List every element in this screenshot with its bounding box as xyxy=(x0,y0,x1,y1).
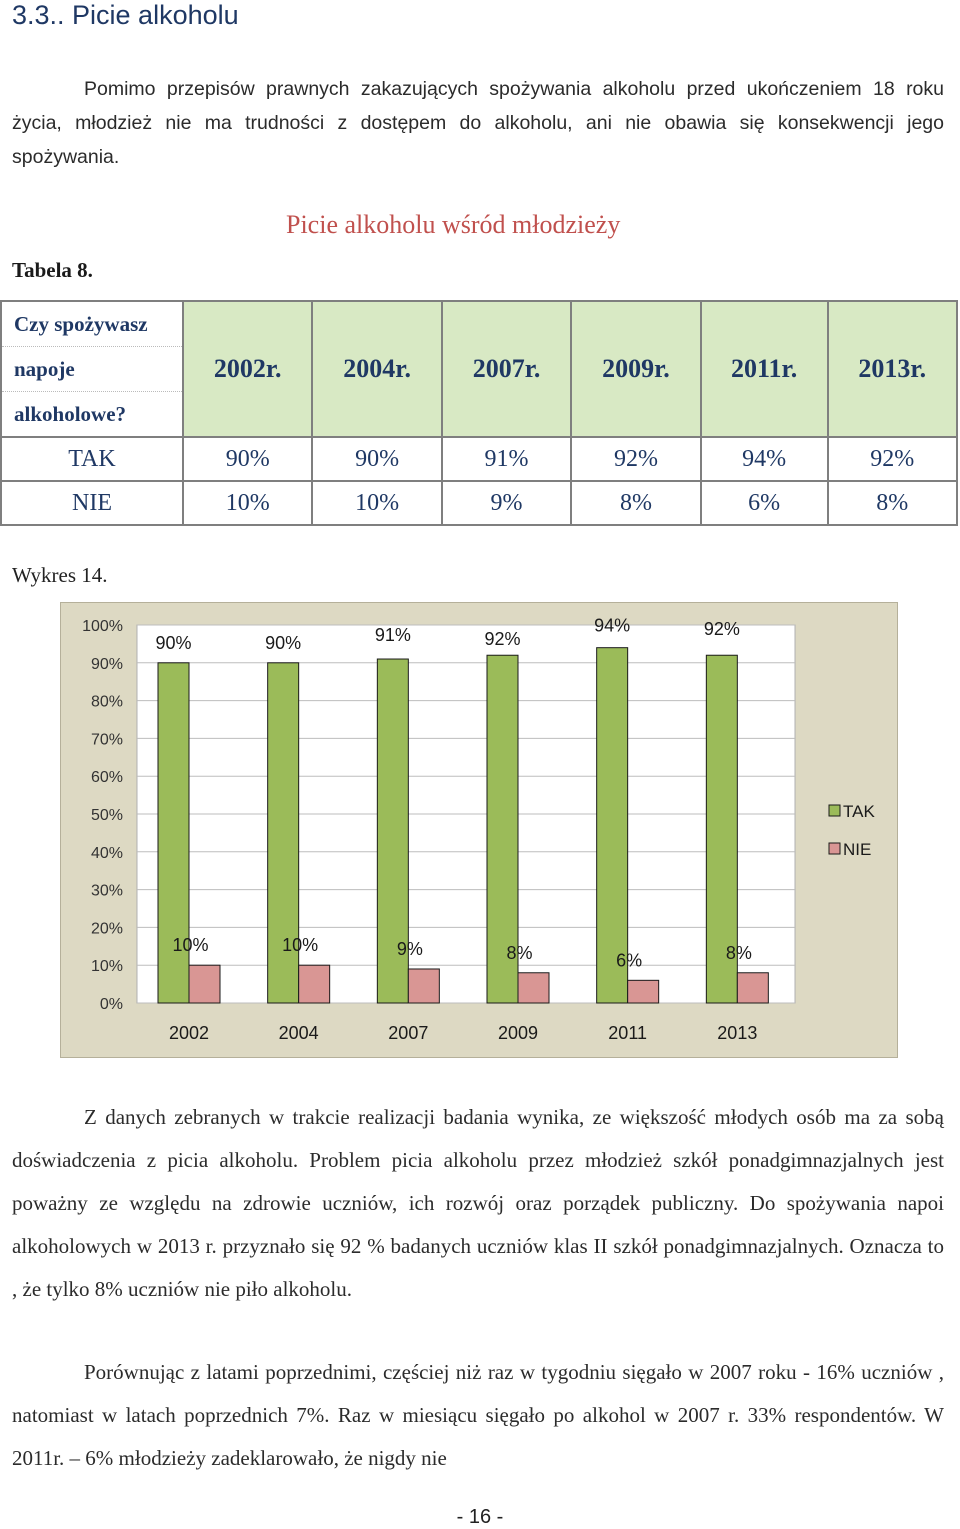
legend-swatch xyxy=(828,804,841,817)
table-cell: 90% xyxy=(181,436,314,482)
y-tick-label: 0% xyxy=(100,996,123,1013)
bar-nie xyxy=(188,964,221,1004)
table-row-tak: TAK 90% 90% 91% 92% 94% 92% xyxy=(0,436,959,482)
table-cell: 92% xyxy=(570,436,702,482)
table-cell: 9% xyxy=(440,480,573,526)
bar-nie xyxy=(517,972,550,1004)
paragraph-text: Porównując z latami poprzednimi, częście… xyxy=(12,1360,944,1470)
table-cell: 90% xyxy=(311,436,443,482)
intro-paragraph: Pomimo przepisów prawnych zakazujących s… xyxy=(12,72,944,174)
bar-nie xyxy=(407,968,440,1004)
y-tick-label: 40% xyxy=(91,845,123,862)
data-label-tak: 94% xyxy=(594,616,630,636)
bar-tak xyxy=(486,654,519,1004)
data-label-tak: 91% xyxy=(375,625,411,645)
x-tick-label: 2007 xyxy=(388,1023,428,1043)
row-label: NIE xyxy=(0,480,184,526)
table-header-row: Czy spożywasz napoje alkoholowe? 2002r. … xyxy=(0,300,959,438)
question-line: alkoholowe? xyxy=(14,402,127,426)
legend-label: TAK xyxy=(843,802,875,821)
page-number: - 16 - xyxy=(456,1506,504,1528)
chart-label: Wykres 14. xyxy=(12,563,108,587)
year-header: 2009r. xyxy=(570,300,702,438)
bar-nie xyxy=(627,979,660,1004)
data-label-nie: 10% xyxy=(172,935,208,955)
y-tick-label: 100% xyxy=(82,618,123,635)
row-label: TAK xyxy=(0,436,184,482)
bar-tak xyxy=(376,658,409,1004)
bar-nie xyxy=(736,972,769,1004)
data-label-nie: 6% xyxy=(616,950,642,970)
question-cell: Czy spożywasz napoje alkoholowe? xyxy=(0,300,184,438)
legend-label: NIE xyxy=(843,840,871,859)
table-cell: 10% xyxy=(181,480,314,526)
x-tick-label: 2002 xyxy=(169,1023,209,1043)
intro-text: Pomimo przepisów prawnych zakazujących s… xyxy=(12,78,944,168)
table-cell: 6% xyxy=(699,480,829,526)
table-cell: 10% xyxy=(311,480,443,526)
data-label-nie: 8% xyxy=(506,943,532,963)
year-header: 2004r. xyxy=(311,300,443,438)
bar-tak xyxy=(157,662,190,1004)
data-label-tak: 92% xyxy=(484,629,520,649)
data-label-nie: 9% xyxy=(397,939,423,959)
data-label-tak: 90% xyxy=(155,633,191,653)
section-heading: 3.3.. Picie alkoholu xyxy=(12,0,239,30)
data-label-tak: 90% xyxy=(265,633,301,653)
x-tick-label: 2009 xyxy=(498,1023,538,1043)
y-tick-label: 70% xyxy=(91,731,123,748)
y-tick-label: 80% xyxy=(91,694,123,711)
body-paragraph: Z danych zebranych w trakcie realizacji … xyxy=(12,1096,944,1311)
y-tick-label: 30% xyxy=(91,883,123,900)
bar-tak xyxy=(705,654,738,1004)
bar-nie xyxy=(298,964,331,1004)
table-cell: 91% xyxy=(440,436,573,482)
table-label: Tabela 8. xyxy=(12,258,93,282)
x-tick-label: 2004 xyxy=(279,1023,319,1043)
table-cell: 92% xyxy=(826,436,959,482)
table-cell: 8% xyxy=(570,480,702,526)
table-row-nie: NIE 10% 10% 9% 8% 6% 8% xyxy=(0,480,959,526)
bar-chart: 0% 10% 20% 30% 40% 50% 60% 70% 80% 90% 100% 90% 10% 2… xyxy=(60,602,898,1058)
table-cell: 8% xyxy=(826,480,959,526)
year-header: 2002r. xyxy=(181,300,314,438)
question-line: Czy spożywasz xyxy=(2,302,182,347)
bar-tak xyxy=(596,647,629,1004)
question-line: napoje xyxy=(2,347,182,392)
x-tick-label: 2013 xyxy=(717,1023,757,1043)
year-header: 2007r. xyxy=(440,300,573,438)
x-tick-label: 2011 xyxy=(608,1023,647,1043)
year-header: 2011r. xyxy=(699,300,829,438)
data-label-nie: 10% xyxy=(282,935,318,955)
y-tick-label: 60% xyxy=(91,769,123,786)
bar-tak xyxy=(267,662,300,1004)
chart-svg: 0% 10% 20% 30% 40% 50% 60% 70% 80% 90% 100% 90% 10% 2… xyxy=(82,616,875,1043)
year-header: 2013r. xyxy=(826,300,959,438)
data-table: Czy spożywasz napoje alkoholowe? 2002r. … xyxy=(0,300,959,526)
legend-swatch xyxy=(828,842,841,855)
data-label-nie: 8% xyxy=(726,943,752,963)
y-tick-label: 90% xyxy=(91,656,123,673)
y-tick-label: 50% xyxy=(91,807,123,824)
y-tick-label: 20% xyxy=(91,920,123,937)
body-paragraph: Porównując z latami poprzednimi, częście… xyxy=(12,1351,944,1480)
table-cell: 94% xyxy=(699,436,829,482)
y-tick-label: 10% xyxy=(91,958,123,975)
data-label-tak: 92% xyxy=(704,619,740,639)
paragraph-text: Z danych zebranych w trakcie realizacji … xyxy=(12,1105,944,1301)
table-title: Picie alkoholu wśród młodzieży xyxy=(286,210,621,239)
